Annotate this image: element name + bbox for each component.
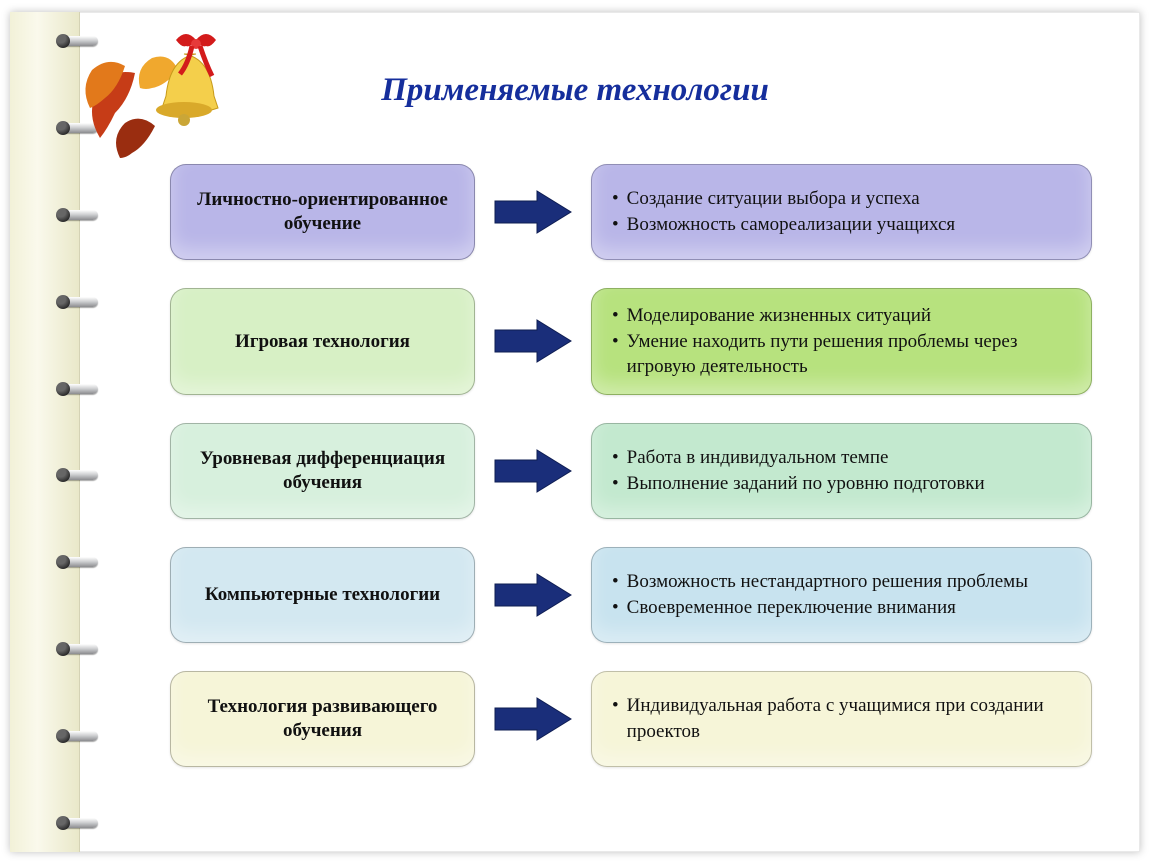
spiral-ring [62, 380, 98, 398]
bullet-dot-icon: • [612, 595, 619, 621]
spiral-ring [62, 727, 98, 745]
bullet-text: Индивидуальная работа с учащимися при со… [627, 693, 1073, 744]
spiral-ring [62, 206, 98, 224]
arrow-icon [493, 189, 573, 235]
slide-title: Применяемые технологии [10, 72, 1140, 109]
bullet-text: Своевременное переключение внимания [627, 595, 956, 621]
bullet-line: •Индивидуальная работа с учащимися при с… [612, 693, 1073, 744]
spiral-ring [62, 640, 98, 658]
tech-detail-box: • Работа в индивидуальном темпе • Выполнени… [591, 423, 1092, 519]
tech-label-box: Уровневая дифференциация обучения [170, 423, 475, 519]
bullet-line: • Создание ситуации выбора и успеха [612, 186, 1073, 212]
bullet-dot-icon: • [612, 329, 619, 380]
tech-label: Технология развивающего обучения [185, 695, 460, 743]
bullet-dot-icon: • [612, 212, 619, 238]
bullet-dot-icon: • [612, 303, 619, 329]
spiral-ring [62, 293, 98, 311]
tech-label-box: Технология развивающего обучения [170, 671, 475, 767]
tech-detail-box: •Моделирование жизненных ситуаций•Умение… [591, 288, 1092, 395]
bullet-line: • Своевременное переключение внимания [612, 595, 1073, 621]
tech-detail-box: • Возможность нестандартного решения проб… [591, 547, 1092, 643]
bullet-line: • Моделирование жизненных ситуаций [612, 303, 1073, 329]
bullet-line: • Возможность самореализации учащихся [612, 212, 1073, 238]
bullet-dot-icon: • [612, 471, 619, 497]
arrow-icon [493, 318, 573, 364]
bullet-dot-icon: • [612, 693, 619, 744]
tech-label: Личностно-ориентированное обучение [185, 188, 460, 236]
arrow-icon [493, 448, 573, 494]
spiral-ring [62, 553, 98, 571]
bullet-dot-icon: • [612, 186, 619, 212]
tech-detail-box: •Индивидуальная работа с учащимися при с… [591, 671, 1092, 767]
slide-frame: Применяемые технологии Личностно-ориенти… [10, 12, 1140, 852]
bullet-line: • Возможность нестандартного решения проб… [612, 569, 1073, 595]
bullet-text: Создание ситуации выбора и успеха [627, 186, 920, 212]
spiral-ring [62, 32, 98, 50]
tech-label-box: Личностно-ориентированное обучение [170, 164, 475, 260]
bullet-line: • Выполнение заданий по уровню подготовки [612, 471, 1073, 497]
spiral-ring [62, 466, 98, 484]
tech-row: Личностно-ориентированное обучение • Созда… [170, 164, 1092, 260]
tech-row: Компьютерные технологии • Возможность нест… [170, 547, 1092, 643]
tech-row: Уровневая дифференциация обучения • Работа… [170, 423, 1092, 519]
bullet-line: • Работа в индивидуальном темпе [612, 445, 1073, 471]
arrow-icon [493, 696, 573, 742]
bullet-dot-icon: • [612, 569, 619, 595]
bullet-text: Выполнение заданий по уровню подготовки [627, 471, 985, 497]
arrow-icon [493, 572, 573, 618]
bullet-line: •Умение находить пути решения проблемы ч… [612, 329, 1073, 380]
tech-row: Технология развивающего обучения •Индивид… [170, 671, 1092, 767]
tech-label: Компьютерные технологии [205, 583, 440, 607]
bullet-text: Возможность самореализации учащихся [627, 212, 956, 238]
rows-container: Личностно-ориентированное обучение • Созда… [170, 164, 1092, 767]
spiral-ring [62, 119, 98, 137]
tech-row: Игровая технология • Моделирование жизненн… [170, 288, 1092, 395]
tech-label: Игровая технология [235, 330, 410, 354]
bullet-text: Умение находить пути решения проблемы че… [627, 329, 1073, 380]
tech-label-box: Игровая технология [170, 288, 475, 395]
bullet-dot-icon: • [612, 445, 619, 471]
tech-label-box: Компьютерные технологии [170, 547, 475, 643]
spiral-rings [62, 32, 98, 832]
tech-detail-box: • Создание ситуации выбора и успеха • Возмо… [591, 164, 1092, 260]
tech-label: Уровневая дифференциация обучения [185, 447, 460, 495]
bullet-text: Моделирование жизненных ситуаций [627, 303, 931, 329]
bullet-text: Возможность нестандартного решения пробл… [627, 569, 1028, 595]
bullet-text: Работа в индивидуальном темпе [627, 445, 889, 471]
spiral-ring [62, 814, 98, 832]
